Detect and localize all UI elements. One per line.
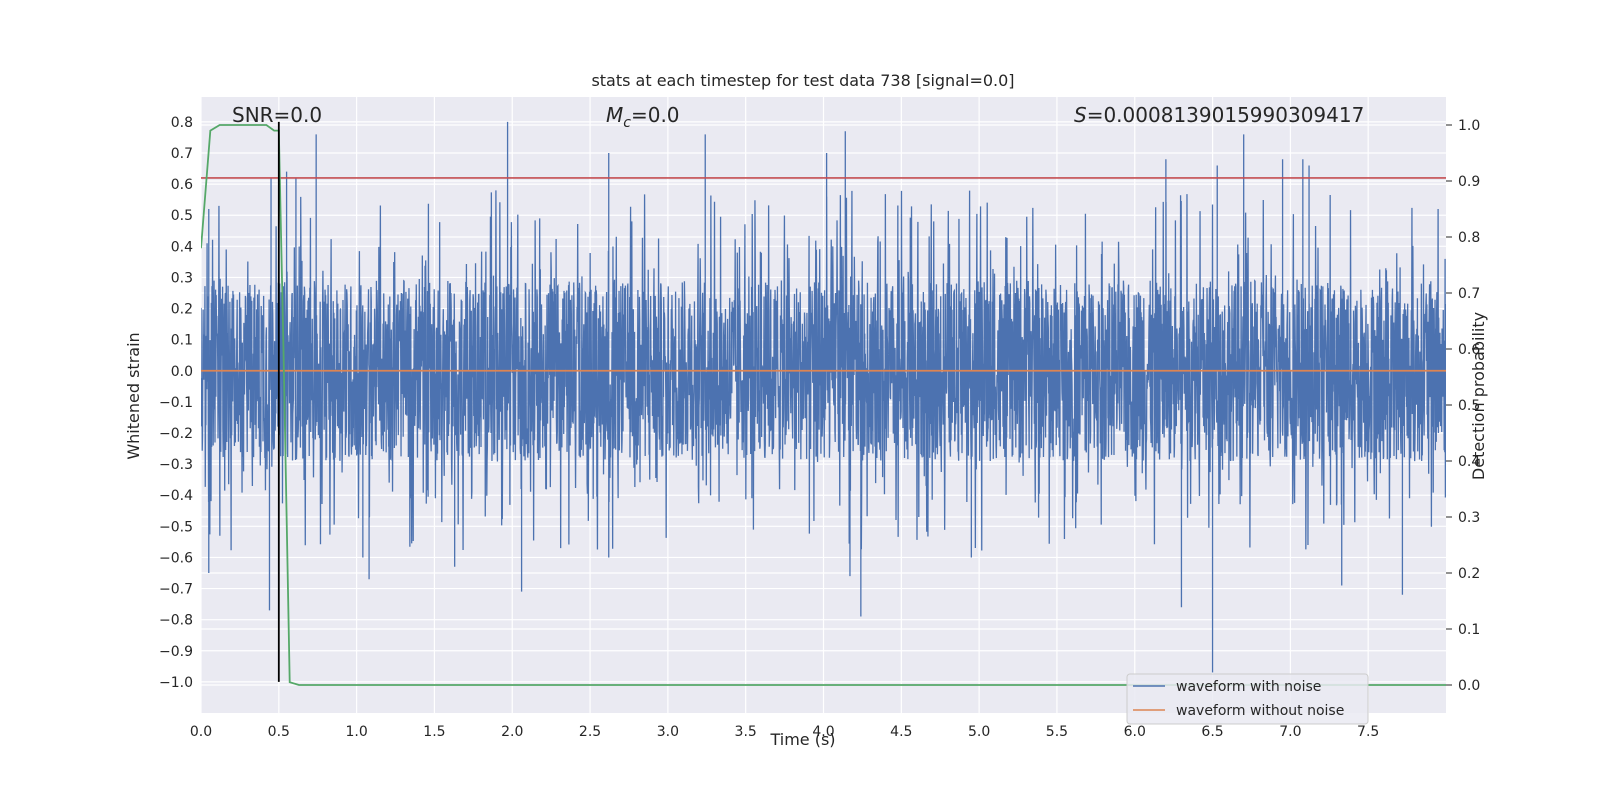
- chirp-mass-symbol: M: [606, 103, 623, 127]
- legend: waveform with noise waveform without noi…: [1126, 673, 1369, 725]
- y-tick-label: 0.8: [171, 115, 193, 131]
- x-tick-label: 5.5: [1046, 724, 1068, 740]
- x-tick-label: 6.5: [1201, 724, 1223, 740]
- chirp-mass-value: =0.0: [631, 103, 680, 127]
- snr-annotation: SNR=0.0: [232, 103, 322, 127]
- y-tick-label: −0.4: [159, 488, 193, 504]
- y-tick-label: −0.9: [159, 644, 193, 660]
- y2-tick-label: 1.0: [1458, 118, 1480, 134]
- left-y-ticks: 0.8 0.7 0.6 0.5 0.4 0.3 0.2 0.1 0.0 −0.1 −0.2 −0.3 −…: [159, 115, 193, 691]
- y2-tick-label: 0.2: [1458, 566, 1480, 582]
- y-tick-label: 0.3: [171, 270, 193, 286]
- x-tick-label: 6.0: [1124, 724, 1146, 740]
- x-tick-label: 0.5: [268, 724, 290, 740]
- right-y-ticks: 1.0 0.9 0.8 0.7 0.6 0.5 0.4 0.3 0.2 0.1 0.0: [1446, 118, 1480, 694]
- legend-box: [1126, 673, 1369, 725]
- chirp-mass-subscript: c: [623, 115, 631, 131]
- score-symbol: S: [1074, 103, 1087, 127]
- y2-tick-label: 0.6: [1458, 342, 1480, 358]
- y2-tick-label: 0.7: [1458, 286, 1480, 302]
- x-tick-label: 1.5: [423, 724, 445, 740]
- x-tick-label: 7.0: [1279, 724, 1301, 740]
- y-tick-label: −0.2: [159, 426, 193, 442]
- y-axis-label: Whitened strain: [124, 332, 143, 459]
- x-tick-label: 3.5: [735, 724, 757, 740]
- x-ticks: 0.0 0.5 1.0 1.5 2.0 2.5 3.0 3.5 4.0 4.5 5.0 5.5 6.0 6…: [190, 724, 1379, 740]
- x-tick-label: 2.5: [579, 724, 601, 740]
- x-tick-label: 2.0: [501, 724, 523, 740]
- x-tick-label: 4.0: [812, 724, 834, 740]
- x-tick-label: 5.0: [968, 724, 990, 740]
- y-tick-label: 0.5: [171, 208, 193, 224]
- x-tick-label: 4.5: [890, 724, 912, 740]
- legend-label-clean: waveform without noise: [1176, 703, 1344, 719]
- y-tick-label: −0.1: [159, 395, 193, 411]
- y-tick-label: −1.0: [159, 675, 193, 691]
- y2-tick-label: 0.5: [1458, 398, 1480, 414]
- y2-tick-label: 0.4: [1458, 454, 1480, 470]
- x-axis-label: Time (s): [769, 730, 835, 749]
- x-tick-label: 7.5: [1357, 724, 1379, 740]
- y-tick-label: −0.5: [159, 519, 193, 535]
- score-annotation: S=0.0008139015990309417: [1074, 103, 1364, 127]
- y2-tick-label: 0.8: [1458, 230, 1480, 246]
- x-tick-label: 3.0: [657, 724, 679, 740]
- y-tick-label: 0.0: [171, 364, 193, 380]
- x-tick-label: 0.0: [190, 724, 212, 740]
- y-tick-label: −0.8: [159, 613, 193, 629]
- y2-tick-label: 0.1: [1458, 622, 1480, 638]
- score-value: =0.0008139015990309417: [1087, 103, 1365, 127]
- series-detection-probability: [201, 124, 1446, 686]
- plot-area: [201, 121, 1446, 686]
- x-tick-label: 1.0: [345, 724, 367, 740]
- legend-label-noise: waveform with noise: [1176, 679, 1321, 695]
- y-tick-label: 0.7: [171, 146, 193, 162]
- y2-tick-label: 0.0: [1458, 678, 1480, 694]
- y-tick-label: −0.7: [159, 582, 193, 598]
- y-tick-label: 0.6: [171, 177, 193, 193]
- y-tick-label: 0.2: [171, 302, 193, 318]
- y2-tick-label: 0.9: [1458, 174, 1480, 190]
- y-tick-label: −0.3: [159, 457, 193, 473]
- series-layer: [201, 121, 1446, 686]
- chirp-mass-annotation: Mc=0.0: [606, 103, 680, 131]
- y-tick-label: −0.6: [159, 550, 193, 566]
- y-tick-label: 0.1: [171, 333, 193, 349]
- y2-axis-label: Detection probability: [1469, 312, 1488, 480]
- chart-title: stats at each timestep for test data 738…: [591, 71, 1014, 90]
- y-tick-label: 0.4: [171, 239, 193, 255]
- y2-tick-label: 0.3: [1458, 510, 1480, 526]
